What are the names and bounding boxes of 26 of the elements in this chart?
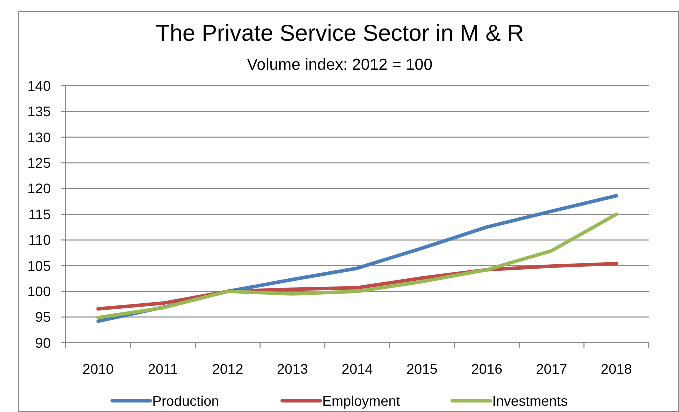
chart-subtitle: Volume index: 2012 = 100 [247, 57, 433, 74]
y-tick-label: 90 [35, 334, 52, 351]
x-tick-label: 2014 [342, 360, 374, 377]
y-tick-label: 110 [28, 232, 52, 248]
legend-label: Production [152, 392, 220, 409]
line-series [96, 212, 618, 320]
x-tick-label: 2012 [212, 360, 244, 377]
x-tick-label: 2018 [601, 360, 632, 377]
x-tick-label: 2011 [148, 360, 178, 377]
x-tick-label: 2013 [277, 360, 309, 377]
legend-label: Investments [492, 392, 568, 409]
legend-label: Employment [322, 392, 400, 409]
y-tick-label: 125 [28, 155, 52, 171]
x-tick-label: 2016 [471, 360, 503, 377]
x-tick-label: 2015 [406, 360, 438, 377]
y-tick-label: 135 [28, 104, 52, 120]
x-tick-label: 2010 [82, 360, 114, 377]
y-tick-label: 115 [28, 206, 52, 222]
y-tick-label: 105 [28, 258, 52, 274]
y-tick-label: 140 [28, 78, 52, 94]
chart-title: The Private Service Sector in M & R [156, 20, 524, 46]
y-tick-label: 95 [35, 309, 52, 326]
y-tick-label: 100 [28, 284, 52, 300]
x-tick-label: 2017 [536, 360, 568, 377]
y-tick-label: 120 [28, 180, 52, 197]
y-tick-label: 130 [28, 129, 52, 146]
